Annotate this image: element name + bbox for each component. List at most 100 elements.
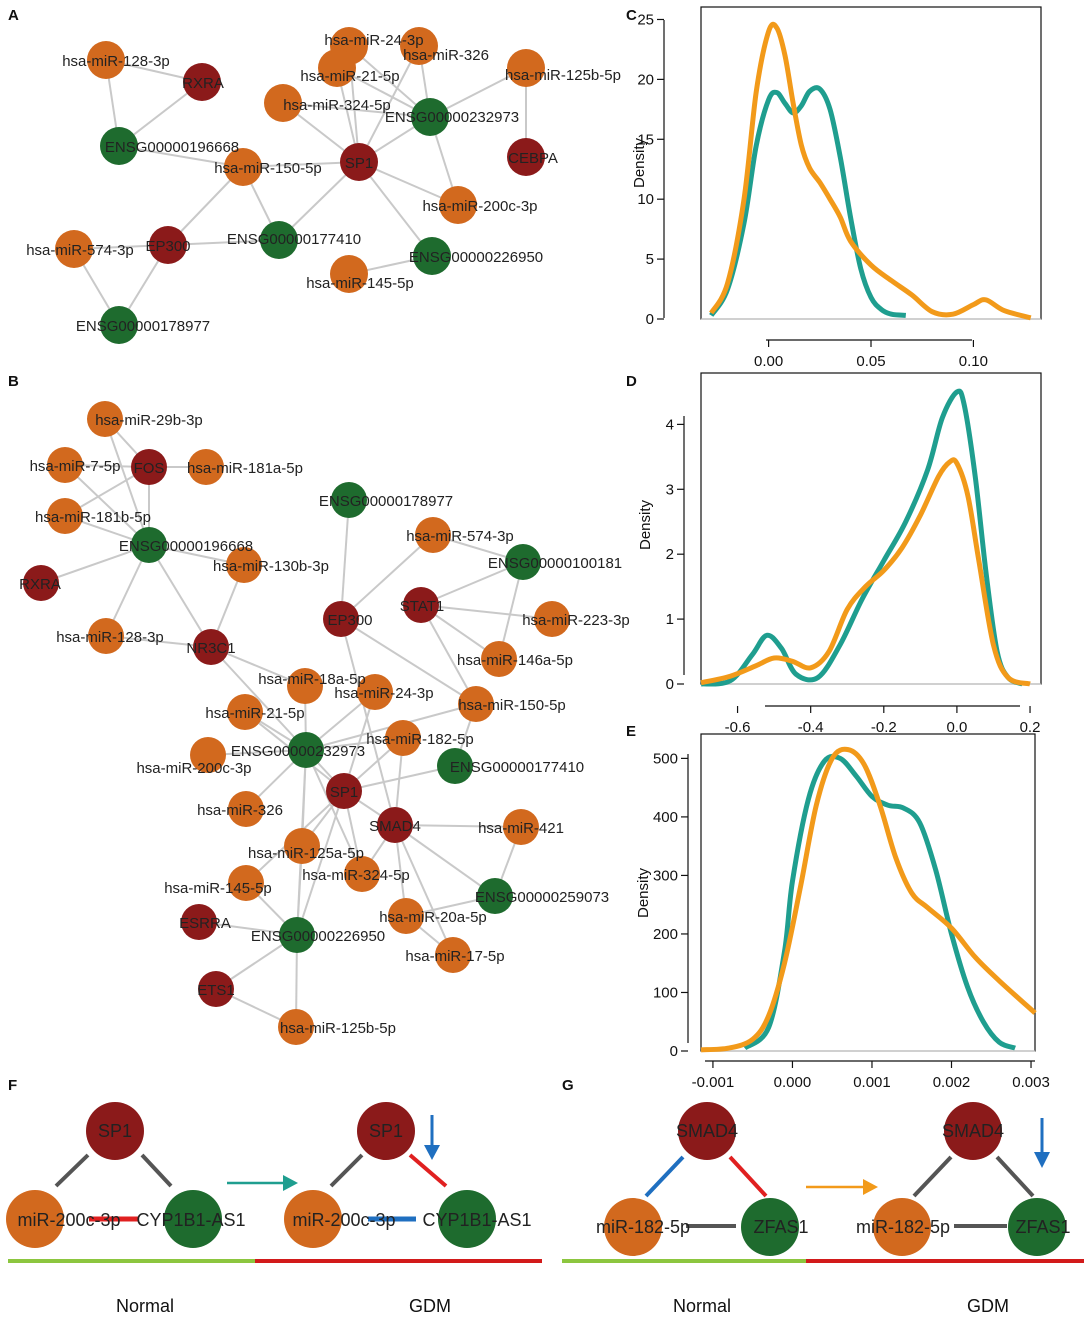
label-hsa-mir-17-5p: hsa-miR-17-5p — [405, 948, 504, 965]
label-ensg00000226950: ENSG00000226950 — [409, 249, 543, 266]
ytick-label-c: 0 — [646, 311, 654, 328]
label-hsa-mir-24-3p: hsa-miR-24-3p — [324, 32, 423, 49]
node-smad4-gdm — [944, 1102, 1002, 1160]
node-ets1 — [198, 971, 234, 1007]
transition-arrowhead-g — [863, 1179, 878, 1195]
node-hsa-mir-145-5p — [228, 865, 264, 901]
edge-sp1-cyp1b1-normal — [140, 1153, 173, 1188]
label-fos: FOS — [134, 460, 165, 477]
label-hsa-mir-150-5p: hsa-miR-150-5p — [458, 697, 566, 714]
node-hsa-mir-324-5p — [344, 856, 380, 892]
node-hsa-mir-18a-5p — [287, 668, 323, 704]
node-stat1 — [403, 587, 439, 623]
edge-b28-b29 — [394, 824, 522, 828]
normal-label-f: Normal — [116, 1296, 174, 1316]
edge-b16-b23 — [210, 646, 307, 751]
label-hsa-mir-200c-3p: hsa-miR-200c-3p — [422, 198, 537, 215]
edge-smad4-zfas1-gdm — [995, 1155, 1035, 1198]
edge-smad4-zfas1-normal — [728, 1155, 768, 1198]
transition-arrowhead-f — [283, 1175, 298, 1191]
node-sp1 — [326, 773, 362, 809]
label-hsa-mir-326: hsa-miR-326 — [197, 802, 283, 819]
label-hsa-mir-21-5p: hsa-miR-21-5p — [205, 705, 304, 722]
node-hsa-mir-125a-5p — [284, 828, 320, 864]
xtick-label-c: 0.00 — [754, 353, 783, 370]
node-ensg00000178977 — [331, 482, 367, 518]
edge-b14-b28 — [340, 618, 396, 826]
edge-a11-a12 — [242, 161, 360, 168]
gdm-label-f: GDM — [409, 1296, 451, 1316]
label-ensg00000177410: ENSG00000177410 — [227, 231, 361, 248]
node-ensg00000178977 — [100, 306, 138, 344]
density-plot-e: Density -0.001 0.000 0.001 0.002 0.003 0 100 2… — [635, 733, 1050, 1091]
xtick-label-c: 0.10 — [959, 353, 988, 370]
label-hsa-mir-181a-5p: hsa-miR-181a-5p — [187, 460, 303, 477]
panel-f-label: F — [8, 1077, 17, 1094]
xtick-label-d: 0.0 — [946, 719, 967, 736]
label-mir182-gdm: miR-182-5p — [856, 1217, 950, 1237]
xtick-label-d: -0.6 — [725, 719, 751, 736]
ytick-label-d: 4 — [666, 416, 674, 433]
node-hsa-mir-146a-5p — [481, 641, 517, 677]
panel-e-label: E — [626, 723, 636, 740]
label-ep300: EP300 — [145, 238, 190, 255]
ytick-label-e: 300 — [653, 867, 678, 884]
label-hsa-mir-324-5p: hsa-miR-324-5p — [283, 97, 391, 114]
label-nr3c1: NR3C1 — [186, 640, 235, 657]
label-ensg00000178977: ENSG00000178977 — [319, 493, 453, 510]
edge-sp1-mir200c-normal — [54, 1153, 90, 1188]
xtick-label-e: -0.001 — [692, 1074, 735, 1091]
node-hsa-mir-181a-5p — [188, 449, 224, 485]
node-ensg00000196668 — [100, 127, 138, 165]
label-mir200c-normal: miR-200c-3p — [17, 1210, 120, 1230]
node-hsa-mir-128-3p — [87, 41, 125, 79]
node-ensg00000226950 — [279, 917, 315, 953]
label-ensg00000232973: ENSG00000232973 — [385, 109, 519, 126]
node-zfas1-gdm — [1008, 1198, 1066, 1256]
node-cyp1b1-normal — [164, 1190, 222, 1248]
edge-b2-b6 — [64, 464, 150, 546]
xtick-label-e: 0.003 — [1012, 1074, 1050, 1091]
node-mir182-gdm — [873, 1198, 931, 1256]
xtick-label-e: 0.002 — [933, 1074, 971, 1091]
node-hsa-mir-574-3p — [55, 230, 93, 268]
label-hsa-mir-421: hsa-miR-421 — [478, 820, 564, 837]
edge-b12-b13 — [420, 604, 553, 620]
label-sp1-normal: SP1 — [98, 1121, 132, 1141]
label-sp1-gdm: SP1 — [369, 1121, 403, 1141]
ytick-label-d: 2 — [666, 546, 674, 563]
node-hsa-mir-181b-5p — [47, 498, 83, 534]
node-cebpa — [507, 138, 545, 176]
density-line-orange-c — [709, 21, 1032, 321]
label-cebpa: CEBPA — [508, 150, 558, 167]
label-hsa-mir-24-3p: hsa-miR-24-3p — [334, 685, 433, 702]
node-hsa-mir-200c-3p — [190, 737, 226, 773]
label-hsa-mir-326: hsa-miR-326 — [403, 47, 489, 64]
node-fos — [131, 449, 167, 485]
label-zfas1-gdm: ZFAS1 — [1015, 1217, 1070, 1237]
node-hsa-mir-7-5p — [47, 447, 83, 483]
label-ensg00000100181: ENSG00000100181 — [488, 555, 622, 572]
label-hsa-mir-18a-5p: hsa-miR-18a-5p — [258, 671, 366, 688]
ytick-label-c: 10 — [637, 191, 654, 208]
node-hsa-mir-21-5p — [227, 694, 263, 730]
label-hsa-mir-125b-5p: hsa-miR-125b-5p — [505, 67, 621, 84]
label-hsa-mir-223-3p: hsa-miR-223-3p — [522, 612, 630, 629]
ytick-label-e: 500 — [653, 750, 678, 767]
down-arrowhead-f — [424, 1145, 440, 1160]
density-plot-c: Density 0.00 0.05 0.10 0 5 10 15 20 25 — [631, 6, 1042, 370]
panel-b-label: B — [8, 373, 19, 390]
xtick-label-e: 0.001 — [853, 1074, 891, 1091]
node-hsa-mir-421 — [503, 809, 539, 845]
ytick-label-c: 5 — [646, 251, 654, 268]
network-b: hsa-miR-29b-3p hsa-miR-7-5p FOS hsa-miR-… — [19, 401, 630, 1045]
label-hsa-mir-146a-5p: hsa-miR-146a-5p — [457, 652, 573, 669]
edge-b6-b16 — [148, 544, 212, 648]
label-hsa-mir-29b-3p: hsa-miR-29b-3p — [95, 412, 203, 429]
xtick-label-e: 0.000 — [774, 1074, 812, 1091]
label-ets1: ETS1 — [197, 982, 235, 999]
node-sp1-normal — [86, 1102, 144, 1160]
node-hsa-mir-145-5p — [330, 255, 368, 293]
xtick-label-d: -0.2 — [871, 719, 897, 736]
ytick-label-e: 400 — [653, 809, 678, 826]
